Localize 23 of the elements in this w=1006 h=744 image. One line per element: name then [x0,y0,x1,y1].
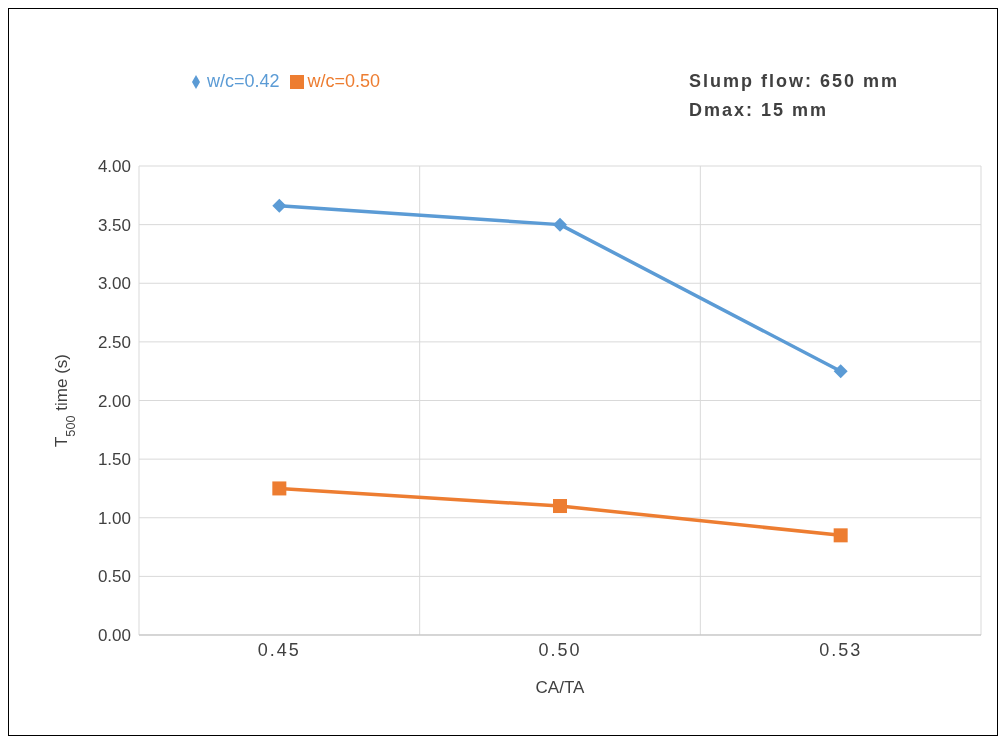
point [833,528,848,543]
point [272,198,287,213]
y-tick-label: 4.00 [97,157,131,177]
y-tick-label: 2.00 [97,391,131,411]
point [272,481,287,496]
x-axis-title: CA/TA [535,678,586,697]
y-tick-label: 2.50 [97,332,131,352]
y-tick-label: 3.00 [97,274,131,294]
text: Dmax: 15 mm [689,100,829,121]
point [833,364,848,379]
x-tick-label: 0.45 [257,639,301,660]
x-tick-label: 0.53 [819,639,863,660]
y-tick-label: 3.50 [97,215,131,235]
legend-label: w/c=0.42 [207,71,280,91]
legend-label: w/c=0.50 [307,71,381,91]
text: Slump flow: 650 mm [689,71,900,92]
y-tick-label: 1.00 [97,508,131,528]
y-tick-label: 1.50 [97,450,131,470]
x-tick-label: 0.50 [538,639,582,660]
point [553,499,567,514]
y-tick-label: 0.00 [97,626,131,646]
point [553,217,567,232]
y-tick-label: 0.50 [97,567,131,587]
